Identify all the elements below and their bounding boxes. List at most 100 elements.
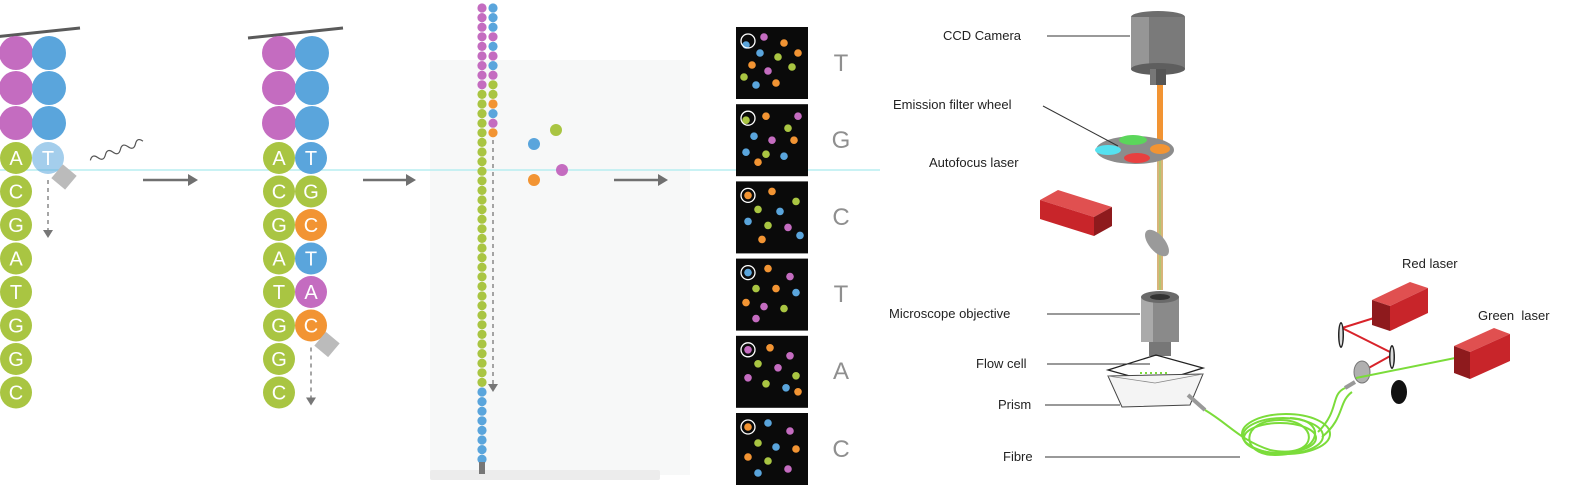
cluster-base-left <box>477 310 487 320</box>
cluster-base-left <box>477 99 487 109</box>
base-call-1: T <box>833 50 849 77</box>
green-laser-label: Green laser <box>1478 308 1550 323</box>
tile-spot <box>764 264 772 273</box>
cluster-base-left <box>477 109 487 119</box>
free-nucleotide <box>550 124 562 136</box>
cluster-base-left <box>477 70 487 80</box>
cluster-base-left <box>477 349 487 359</box>
panel2-blocking-group-icon <box>314 331 340 358</box>
highlight-ring-icon <box>740 419 756 435</box>
cluster-base-left <box>477 435 487 445</box>
cluster-base-left <box>477 51 487 61</box>
free-nucleotide <box>528 138 540 150</box>
tile-spot <box>772 443 780 451</box>
tile-spot <box>764 67 772 75</box>
cluster-base-left <box>477 157 487 167</box>
cluster-base-left <box>477 339 487 349</box>
panel2-incorporated-base: C <box>295 309 327 342</box>
panel1-template-base <box>0 376 32 409</box>
green-laser-icon <box>1454 328 1510 379</box>
tile-spot <box>772 79 780 87</box>
panel2-incorporated-base: G <box>295 175 327 208</box>
panel2-primer-right <box>295 106 329 140</box>
panel2-template-letter: G <box>271 215 287 237</box>
highlight-ring-icon <box>740 342 756 358</box>
cluster-base-right <box>488 70 498 80</box>
base-call-4: T <box>833 281 849 308</box>
base-call-3: C <box>832 204 850 231</box>
tile-spot <box>762 380 770 388</box>
panel2-incorporated-base: T <box>295 142 327 174</box>
tile-spot <box>788 63 796 71</box>
svg-text:C: C <box>304 316 318 338</box>
cluster-base-left <box>477 80 487 90</box>
tile-spot <box>742 298 750 307</box>
tile-spot <box>750 132 758 140</box>
tile-spot <box>792 445 800 453</box>
cluster-base-left <box>477 224 487 234</box>
svg-text:T: T <box>305 249 317 271</box>
panel1-template-base <box>0 343 32 375</box>
tile-spot <box>780 152 788 160</box>
cluster-base-left <box>477 281 487 291</box>
cluster-base-left <box>477 406 487 416</box>
tile-spot <box>768 136 776 144</box>
panel2-template-base <box>263 209 295 241</box>
cluster-base-left <box>477 205 487 215</box>
emission-filter-wheel-label: Emission filter wheel <box>893 97 1012 112</box>
panel2-template-letter: A <box>272 148 286 170</box>
free-nucleotide <box>528 174 540 186</box>
svg-text:T: T <box>305 148 317 170</box>
panel1-template-letter: A <box>9 249 23 271</box>
image-tile <box>736 258 808 331</box>
svg-text:A: A <box>304 282 318 304</box>
highlight-ring-icon <box>740 187 756 204</box>
cluster-base-left <box>477 185 487 195</box>
cluster-base-right <box>488 80 498 90</box>
tile-spot <box>762 150 770 158</box>
cluster-base-left <box>477 272 487 282</box>
panel1-primer-left <box>0 71 33 105</box>
panel3-cluster <box>477 3 568 474</box>
cluster-base-left <box>477 22 487 32</box>
panel2-template-base <box>263 242 295 275</box>
ccd-camera-icon <box>1131 11 1185 85</box>
cluster-base-left <box>477 89 487 99</box>
panel1-template-letter: G <box>8 349 24 371</box>
cluster-base-left <box>477 3 487 13</box>
image-tile <box>736 27 808 99</box>
tile-spot <box>774 53 782 61</box>
panel1-template-letter: G <box>8 316 24 338</box>
cluster-base-left <box>477 233 487 243</box>
image-tile <box>736 181 808 254</box>
cluster-base-left <box>477 243 487 253</box>
panel2-template-base <box>263 276 295 308</box>
tile-spot <box>754 360 762 368</box>
tile-spot <box>784 223 792 232</box>
tile-spot <box>760 33 768 41</box>
cluster-base-left <box>477 137 487 147</box>
tile-spot <box>776 207 784 216</box>
panel1-template-letter: C <box>9 182 23 204</box>
tile-spot <box>760 302 768 311</box>
tile-spot <box>752 314 760 323</box>
svg-text:T: T <box>42 148 54 170</box>
image-tile <box>736 335 808 408</box>
cluster-base-left <box>477 32 487 42</box>
tile-spot <box>754 205 762 214</box>
highlight-ring-icon <box>740 33 756 49</box>
tile-spot <box>764 457 772 465</box>
panel1-primer-right <box>32 71 66 105</box>
cluster-base-left <box>477 397 487 407</box>
dichroic-mirror-icon <box>1145 229 1169 257</box>
step-arrows <box>143 174 668 186</box>
cluster-base-left <box>477 329 487 339</box>
panel1-template-base <box>0 142 32 174</box>
tile-spot <box>744 423 752 431</box>
svg-text:G: G <box>303 182 319 204</box>
tile-spot <box>764 221 772 230</box>
cluster-base-left <box>477 166 487 176</box>
cluster-base-left <box>477 41 487 52</box>
microscope-objective-label: Microscope objective <box>889 306 1011 321</box>
tile-spot <box>768 187 776 196</box>
